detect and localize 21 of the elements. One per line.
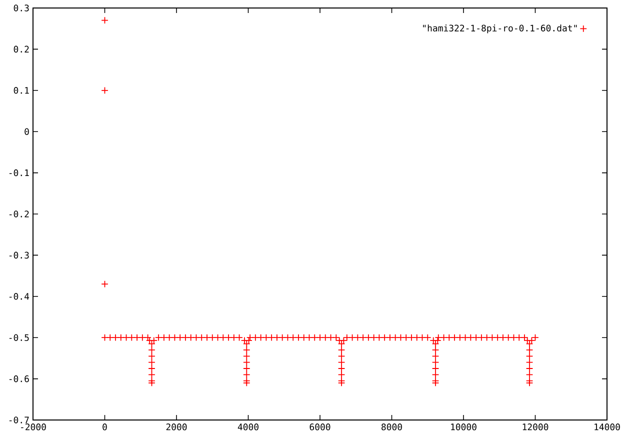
y-tick-label: -0.2 <box>9 210 29 218</box>
x-tick-label: 8000 <box>382 424 402 430</box>
y-tick-label: 0.2 <box>14 46 29 53</box>
x-tick-label: 10000 <box>451 424 476 430</box>
x-tick-label: 12000 <box>522 424 548 430</box>
x-tick-label: 2000 <box>166 424 187 430</box>
y-tick-label: -0.1 <box>9 169 29 176</box>
x-tick-label: 0 <box>102 424 107 430</box>
y-tick-label: -0.3 <box>9 252 29 259</box>
y-tick-label: -0.4 <box>9 293 30 300</box>
y-tick-label: 0.3 <box>14 4 29 12</box>
y-tick-label: 0.1 <box>14 87 29 94</box>
y-tick-label: -0.7 <box>9 416 29 424</box>
x-tick-label: 4000 <box>238 424 258 430</box>
x-tick-label: 6000 <box>310 424 330 430</box>
y-tick-label: -0.5 <box>9 334 29 341</box>
x-tick-label: 14000 <box>594 424 620 430</box>
y-tick-label: 0 <box>24 128 29 135</box>
y-tick-label: -0.6 <box>9 375 29 382</box>
legend-label: "hami322-1-8pi-ro-0.1-60.dat" <box>423 24 577 34</box>
x-tick-label: -2000 <box>21 424 46 430</box>
